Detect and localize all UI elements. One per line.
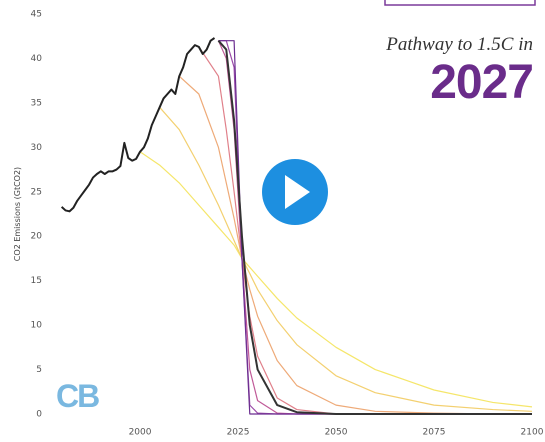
y-tick-label: 15 <box>31 276 42 286</box>
x-tick-label: 2050 <box>325 428 348 438</box>
series-line <box>60 37 216 213</box>
y-axis-label: CO2 Emissions (GtCO2) <box>13 167 22 261</box>
y-tick-label: 5 <box>36 365 42 375</box>
logo: CB <box>56 378 99 414</box>
y-tick-label: 35 <box>31 98 42 108</box>
x-tick-label: 2025 <box>227 428 250 438</box>
chart-title: Pathway to 1.5C in <box>385 34 533 55</box>
y-tick-label: 0 <box>36 410 42 420</box>
chart-subtitle: 2027 <box>430 56 533 109</box>
y-tick-label: 25 <box>31 187 42 197</box>
y-tick-label: 20 <box>31 232 43 242</box>
play-icon[interactable] <box>285 175 310 209</box>
series-line <box>159 106 533 412</box>
plot-area <box>60 37 533 415</box>
series-line <box>139 151 533 408</box>
y-tick-label: 30 <box>31 143 43 153</box>
play-button[interactable] <box>262 159 328 225</box>
x-tick-label: 2000 <box>129 428 152 438</box>
y-tick-label: 40 <box>31 54 43 64</box>
y-tick-label: 45 <box>31 10 42 20</box>
x-tick-label: 2075 <box>423 428 446 438</box>
top-banner <box>384 0 536 6</box>
x-tick-label: 2100 <box>521 428 544 438</box>
series-line <box>217 40 532 415</box>
y-tick-label: 10 <box>31 321 43 331</box>
series-line <box>178 75 532 415</box>
